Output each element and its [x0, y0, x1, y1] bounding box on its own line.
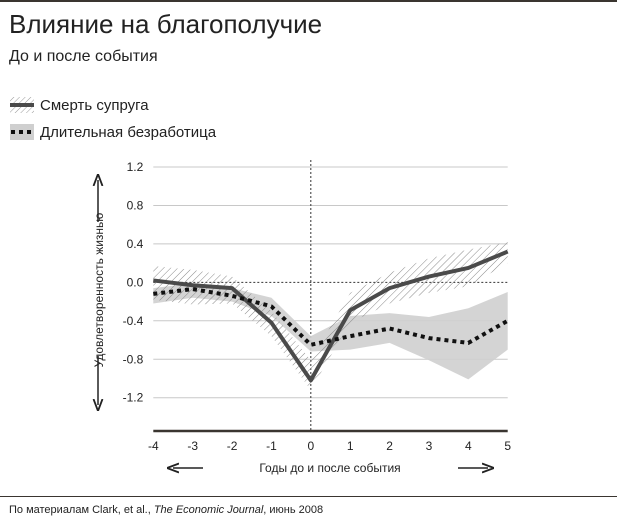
x-tick-label: 2: [386, 439, 393, 453]
y-axis-label: Удовлетворенность жизнью: [92, 213, 106, 368]
legend-item-unemployment: Длительная безработица: [10, 122, 216, 142]
top-rule: [0, 0, 617, 2]
x-tick-label: -2: [227, 439, 238, 453]
series-line-0: [153, 249, 509, 383]
series-line-1: [153, 287, 509, 347]
source-prefix: По материалам Clark, et al.,: [9, 504, 154, 516]
x-tick-label: 5: [504, 439, 511, 453]
y-tick-label: 0.0: [127, 275, 144, 289]
y-tick-label: 1.2: [127, 160, 144, 174]
x-tick-label: -4: [148, 439, 159, 453]
legend-swatch-gray-icon: [10, 124, 34, 140]
legend-label-unemployment: Длительная безработица: [40, 123, 217, 141]
source-note: По материалам Clark, et al., The Economi…: [9, 504, 323, 516]
legend-swatch-hatched-icon: [10, 97, 34, 113]
y-tick-label: 0.4: [127, 237, 144, 251]
x-tick-label: 1: [347, 439, 354, 453]
x-tick-label: 0: [307, 439, 314, 453]
x-tick-label: -3: [187, 439, 198, 453]
legend-label-spouse: Смерть супруга: [40, 96, 149, 114]
x-axis-label: Годы до и после события: [259, 461, 400, 475]
source-journal: The Economic Journal: [153, 504, 264, 516]
x-tick-label: -1: [266, 439, 277, 453]
chart-subtitle: До и после события: [9, 48, 158, 65]
source-suffix: , июнь 2008: [263, 504, 324, 516]
chart-title: Влияние на благополучие: [9, 9, 323, 39]
bottom-rule: [0, 496, 617, 497]
y-tick-label: -0.4: [123, 314, 144, 328]
x-tick-label: 4: [465, 439, 472, 453]
x-tick-label: 3: [426, 439, 433, 453]
legend-item-spouse: Смерть супруга: [10, 95, 149, 115]
y-tick-label: -1.2: [123, 391, 144, 405]
y-tick-label: -0.8: [123, 352, 144, 366]
y-tick-label: 0.8: [127, 198, 144, 212]
